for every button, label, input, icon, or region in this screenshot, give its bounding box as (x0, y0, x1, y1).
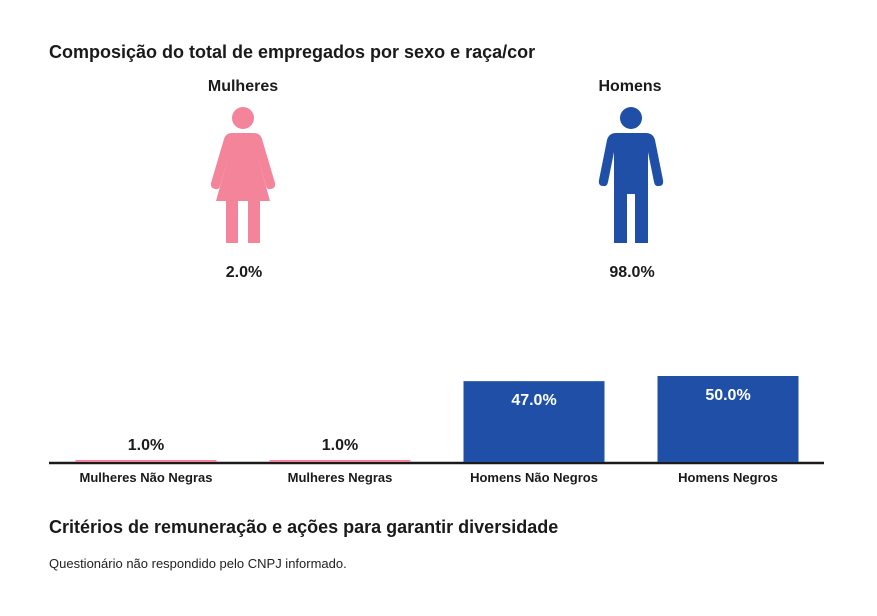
women-percentage: 2.0% (225, 264, 263, 281)
x-tick-label: Mulheres Não Negras (80, 470, 213, 485)
questionnaire-note: Questionário não respondido pelo CNPJ in… (49, 556, 347, 571)
bar (269, 460, 411, 462)
women-label: Mulheres (207, 78, 279, 95)
data-label: 1.0% (128, 437, 164, 454)
woman-icon (210, 107, 276, 243)
men-label: Homens (598, 78, 662, 95)
men-percentage: 98.0% (609, 264, 655, 281)
x-tick-label: Homens Negros (678, 470, 778, 485)
bar (463, 381, 605, 462)
bar (657, 376, 799, 462)
data-label: 47.0% (511, 392, 556, 409)
section-title-diversity: Critérios de remuneração e ações para ga… (49, 517, 559, 537)
x-tick-label: Mulheres Negras (288, 470, 393, 485)
data-label: 1.0% (322, 437, 358, 454)
data-label: 50.0% (705, 387, 750, 404)
composition-bar-chart: 1.0% Mulheres Não Negras 1.0% Mulheres Negr… (49, 376, 824, 485)
x-tick-label: Homens Não Negros (470, 470, 598, 485)
page-title: Composição do total de empregados por se… (49, 42, 536, 62)
bar (75, 460, 217, 462)
man-icon (598, 107, 664, 243)
